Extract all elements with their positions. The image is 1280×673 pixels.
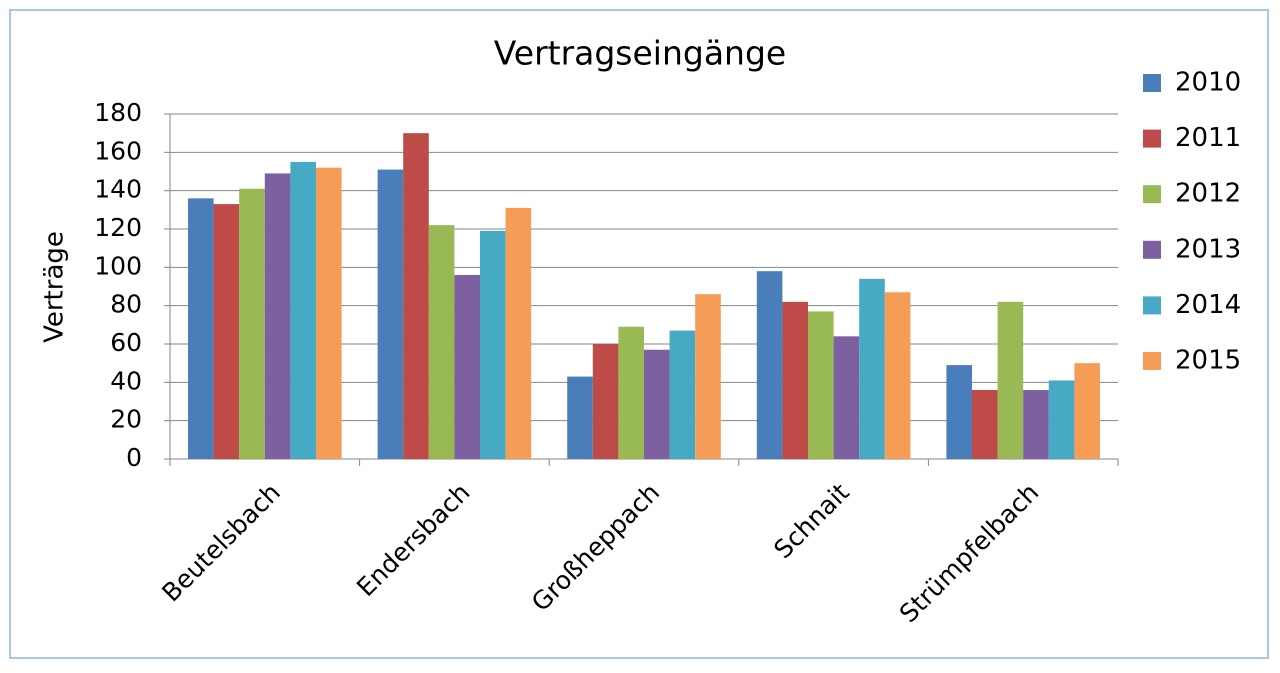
- bar: [644, 349, 670, 459]
- legend-swatch: [1143, 352, 1161, 370]
- bar: [859, 278, 885, 459]
- y-tick-label: 100: [94, 251, 142, 280]
- bar: [782, 301, 809, 459]
- bar: [669, 330, 696, 459]
- legend-label: 2014: [1175, 290, 1241, 320]
- legend-label: 2015: [1175, 346, 1241, 376]
- y-tick-label: 60: [110, 328, 142, 357]
- y-tick-label: 20: [110, 405, 142, 434]
- bar: [695, 294, 721, 459]
- bar: [946, 365, 973, 459]
- legend-label: 2013: [1175, 234, 1241, 264]
- bar: [403, 133, 429, 459]
- bar: [1048, 380, 1075, 459]
- bar: [808, 311, 834, 459]
- legend-swatch: [1143, 185, 1161, 204]
- bar: [1074, 363, 1100, 459]
- legend-label: 2012: [1175, 179, 1241, 209]
- bar: [618, 326, 644, 459]
- y-tick-label: 0: [126, 443, 142, 472]
- bar: [377, 169, 404, 460]
- bar: [454, 275, 480, 459]
- bar: [213, 204, 240, 459]
- legend-label: 2011: [1175, 123, 1241, 153]
- bar: [1023, 390, 1049, 459]
- bar: [264, 173, 291, 459]
- bar: [428, 225, 455, 459]
- chart-title: Vertragseingänge: [494, 34, 786, 73]
- bar: [592, 344, 619, 459]
- bar: [315, 167, 342, 459]
- y-tick-label: 80: [110, 290, 142, 319]
- bar: [188, 198, 214, 460]
- bar: [756, 271, 783, 459]
- bar: [505, 207, 532, 459]
- bar: [479, 230, 506, 459]
- legend-label: 2010: [1175, 68, 1241, 98]
- bar: [290, 161, 316, 459]
- bar: [972, 390, 998, 459]
- bar: [567, 376, 593, 459]
- y-tick-label: 40: [110, 366, 142, 395]
- bar: [833, 336, 860, 459]
- legend-swatch: [1143, 296, 1161, 315]
- legend-swatch: [1143, 74, 1161, 92]
- legend-swatch: [1143, 240, 1161, 259]
- legend-swatch: [1143, 129, 1161, 148]
- y-axis-label: Verträge: [40, 231, 70, 343]
- bar: [884, 292, 911, 459]
- y-tick-label: 180: [94, 98, 142, 127]
- bar: [239, 188, 265, 459]
- y-tick-label: 160: [94, 136, 142, 165]
- y-tick-label: 140: [94, 175, 142, 204]
- y-tick-label: 120: [94, 213, 142, 242]
- bar: [997, 301, 1024, 459]
